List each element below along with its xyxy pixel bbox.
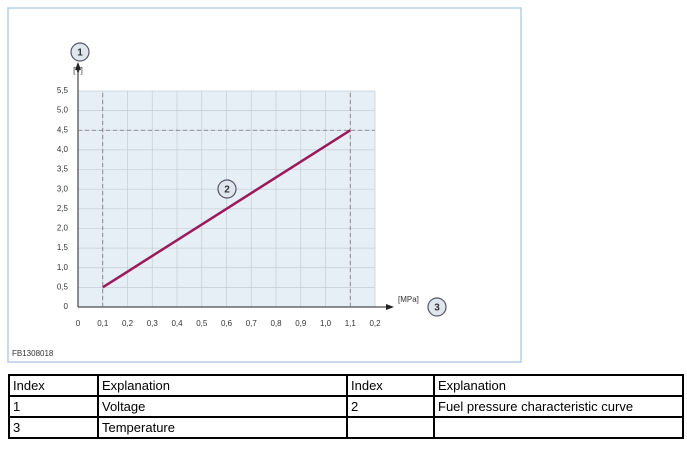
- cell: Index: [346, 374, 435, 397]
- callout-circle: [427, 297, 447, 317]
- x-tick-label: 0,9: [295, 319, 307, 328]
- y-tick-label: 5,5: [57, 86, 69, 95]
- figure-id: FB1308018: [12, 349, 54, 358]
- cell: Explanation: [97, 374, 348, 397]
- cell: [346, 416, 435, 439]
- x-tick-label: 1,0: [320, 319, 332, 328]
- y-tick-label: 5,0: [57, 106, 69, 115]
- chart: [V] [MPa] FB1308018 00,51,01,52,02,53,03…: [7, 7, 522, 363]
- x-tick-label: 0,4: [171, 319, 183, 328]
- y-tick-label: 3,0: [57, 184, 69, 193]
- y-tick-label: 2,0: [57, 224, 69, 233]
- y-tick-label: 1,0: [57, 263, 69, 272]
- cell: Voltage: [97, 395, 348, 418]
- x-tick-label: 0,6: [221, 319, 233, 328]
- y-tick-label: 4,5: [57, 125, 69, 134]
- x-axis-arrow: [386, 304, 394, 310]
- y-tick-label: 2,5: [57, 204, 69, 213]
- x-tick-label: 0: [76, 319, 81, 328]
- callout-label: 1: [77, 48, 83, 59]
- cell: [433, 416, 684, 439]
- x-tick-label: 0,7: [246, 319, 258, 328]
- cell: Fuel pressure characteristic curve: [433, 395, 684, 418]
- x-tick-label: 0,2: [122, 319, 134, 328]
- cell: Index: [8, 374, 99, 397]
- cell: 3: [8, 416, 99, 439]
- y-axis-arrow: [75, 62, 81, 70]
- y-tick-label: 0,5: [57, 282, 69, 291]
- cell: Explanation: [433, 374, 684, 397]
- callout-circle: [70, 42, 90, 62]
- x-tick-label: 0,3: [147, 319, 159, 328]
- callout-label: 2: [224, 185, 230, 196]
- cell: Temperature: [97, 416, 348, 439]
- y-tick-label: 3,5: [57, 165, 69, 174]
- cell: 1: [8, 395, 99, 418]
- x-tick-label: 0,5: [196, 319, 208, 328]
- y-tick-label: 4,0: [57, 145, 69, 154]
- x-tick-label: 1,1: [345, 319, 357, 328]
- y-tick-label: 1,5: [57, 243, 69, 252]
- callout-circle: [217, 179, 237, 199]
- x-axis-label: [MPa]: [398, 295, 419, 304]
- legend-table: Index Explanation Index Explanation 1 Voltag…: [8, 374, 684, 439]
- y-tick-label: 0: [64, 302, 69, 311]
- x-tick-label: 0,8: [270, 319, 282, 328]
- curve: [102, 129, 351, 289]
- x-tick-label: 0,1: [97, 319, 109, 328]
- x-tick-label: 0,2: [369, 319, 381, 328]
- callout-label: 3: [434, 303, 440, 314]
- cell: 2: [346, 395, 435, 418]
